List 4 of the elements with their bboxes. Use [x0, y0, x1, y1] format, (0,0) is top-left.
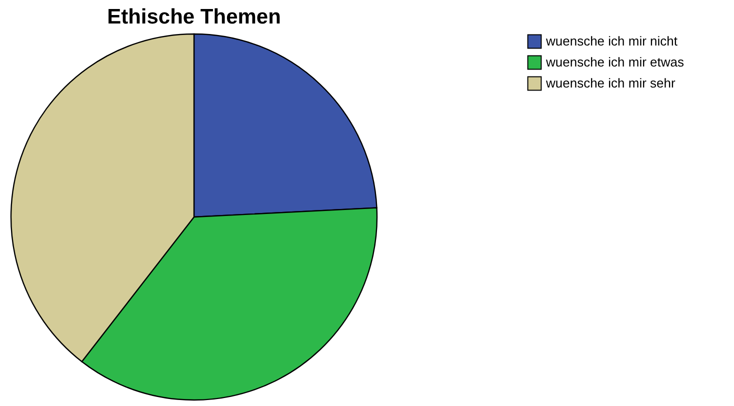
chart-title: Ethische Themen [107, 6, 281, 29]
legend-label: wuensche ich mir sehr [545, 76, 676, 90]
legend-label: wuensche ich mir nicht [545, 34, 678, 48]
legend-label: wuensche ich mir etwas [545, 54, 684, 70]
